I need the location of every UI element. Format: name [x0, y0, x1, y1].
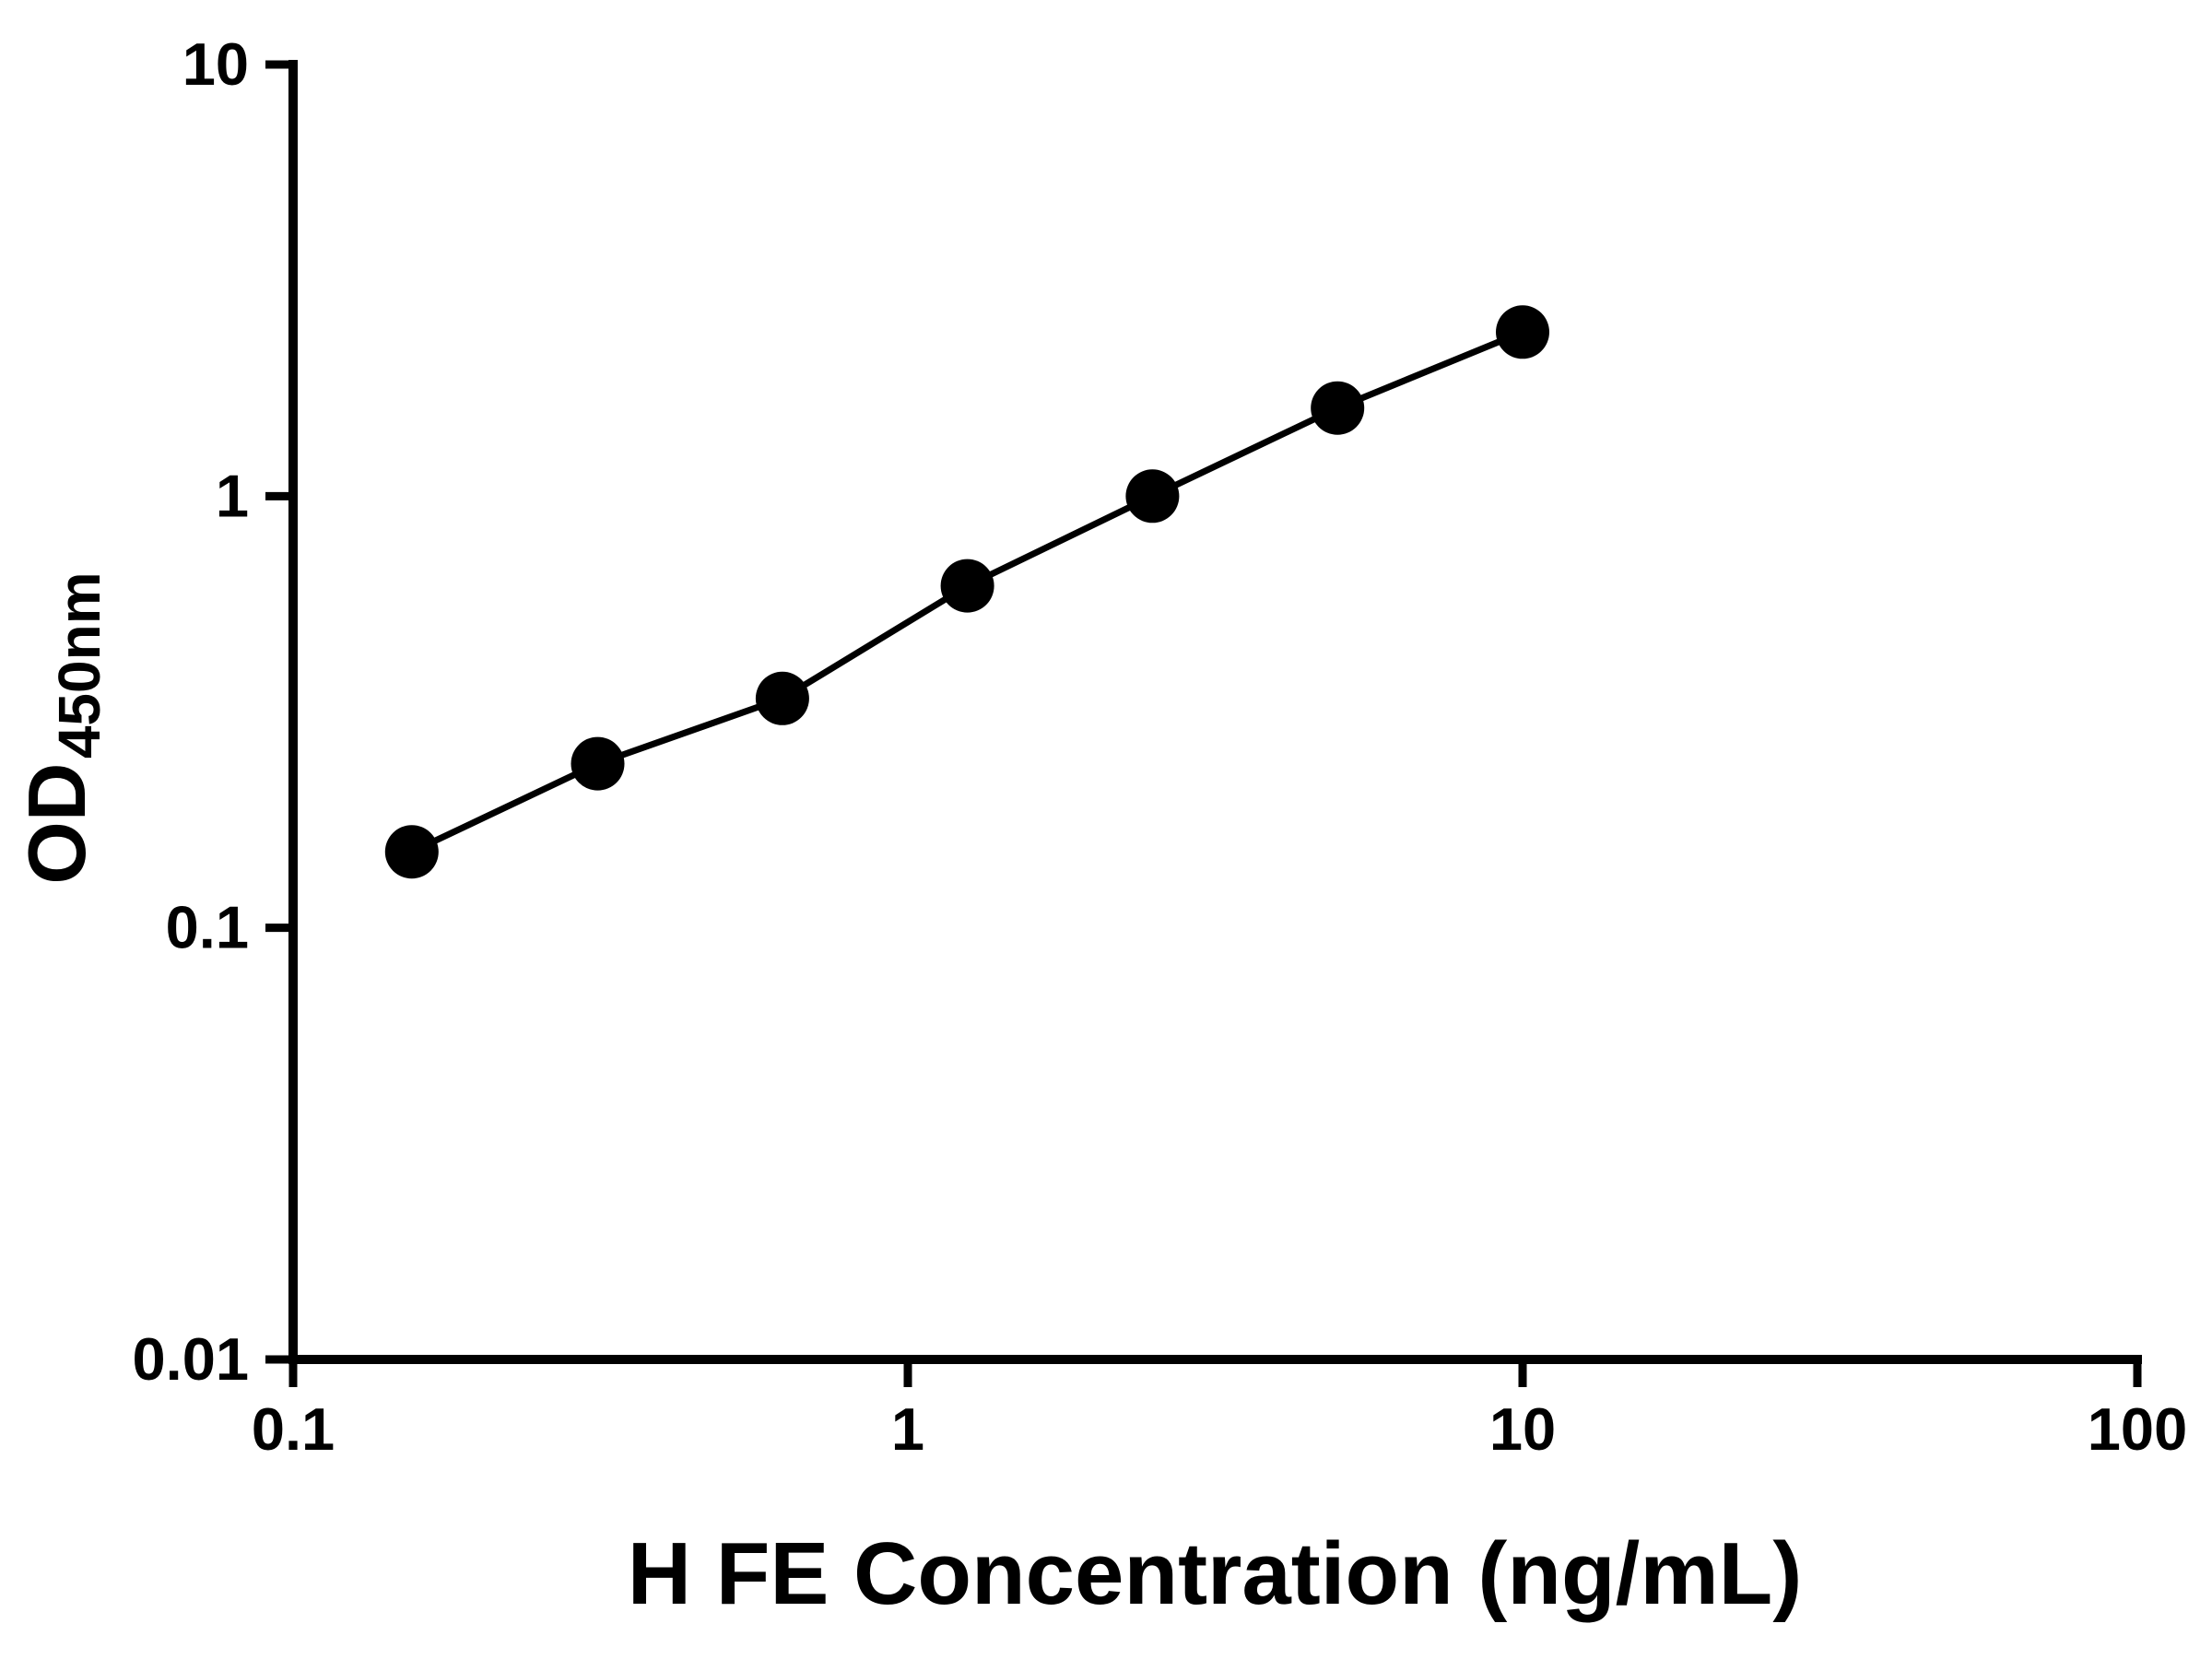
- y-tick-label: 10: [182, 30, 249, 98]
- x-tick-label: 100: [2088, 1395, 2187, 1463]
- y-axis-title: OD 450nm: [11, 571, 112, 884]
- data-point: [1496, 305, 1549, 359]
- data-point: [755, 671, 809, 725]
- y-tick-label: 0.01: [132, 1325, 249, 1393]
- x-axis-title: H FE Concentration (ng/mL): [628, 1524, 1803, 1623]
- y-axis-title-main: OD: [11, 763, 102, 885]
- y-tick-label: 1: [216, 462, 249, 529]
- data-series: [384, 305, 1549, 879]
- data-point: [1311, 381, 1365, 435]
- x-tick-label: 1: [891, 1395, 924, 1463]
- data-point: [384, 825, 439, 879]
- y-axis-title-sub: 450nm: [46, 571, 112, 759]
- x-tick-label: 0.1: [252, 1395, 335, 1463]
- data-point: [571, 736, 625, 791]
- axes: [288, 60, 2142, 1364]
- x-axis-ticks: 0.1 1 10 100: [252, 1359, 2187, 1463]
- y-tick-label: 0.1: [166, 894, 249, 961]
- data-point: [1125, 469, 1180, 524]
- data-point: [940, 559, 994, 613]
- y-axis-ticks: 10 1 0.1 0.01: [132, 30, 293, 1393]
- x-tick-label: 10: [1489, 1395, 1556, 1463]
